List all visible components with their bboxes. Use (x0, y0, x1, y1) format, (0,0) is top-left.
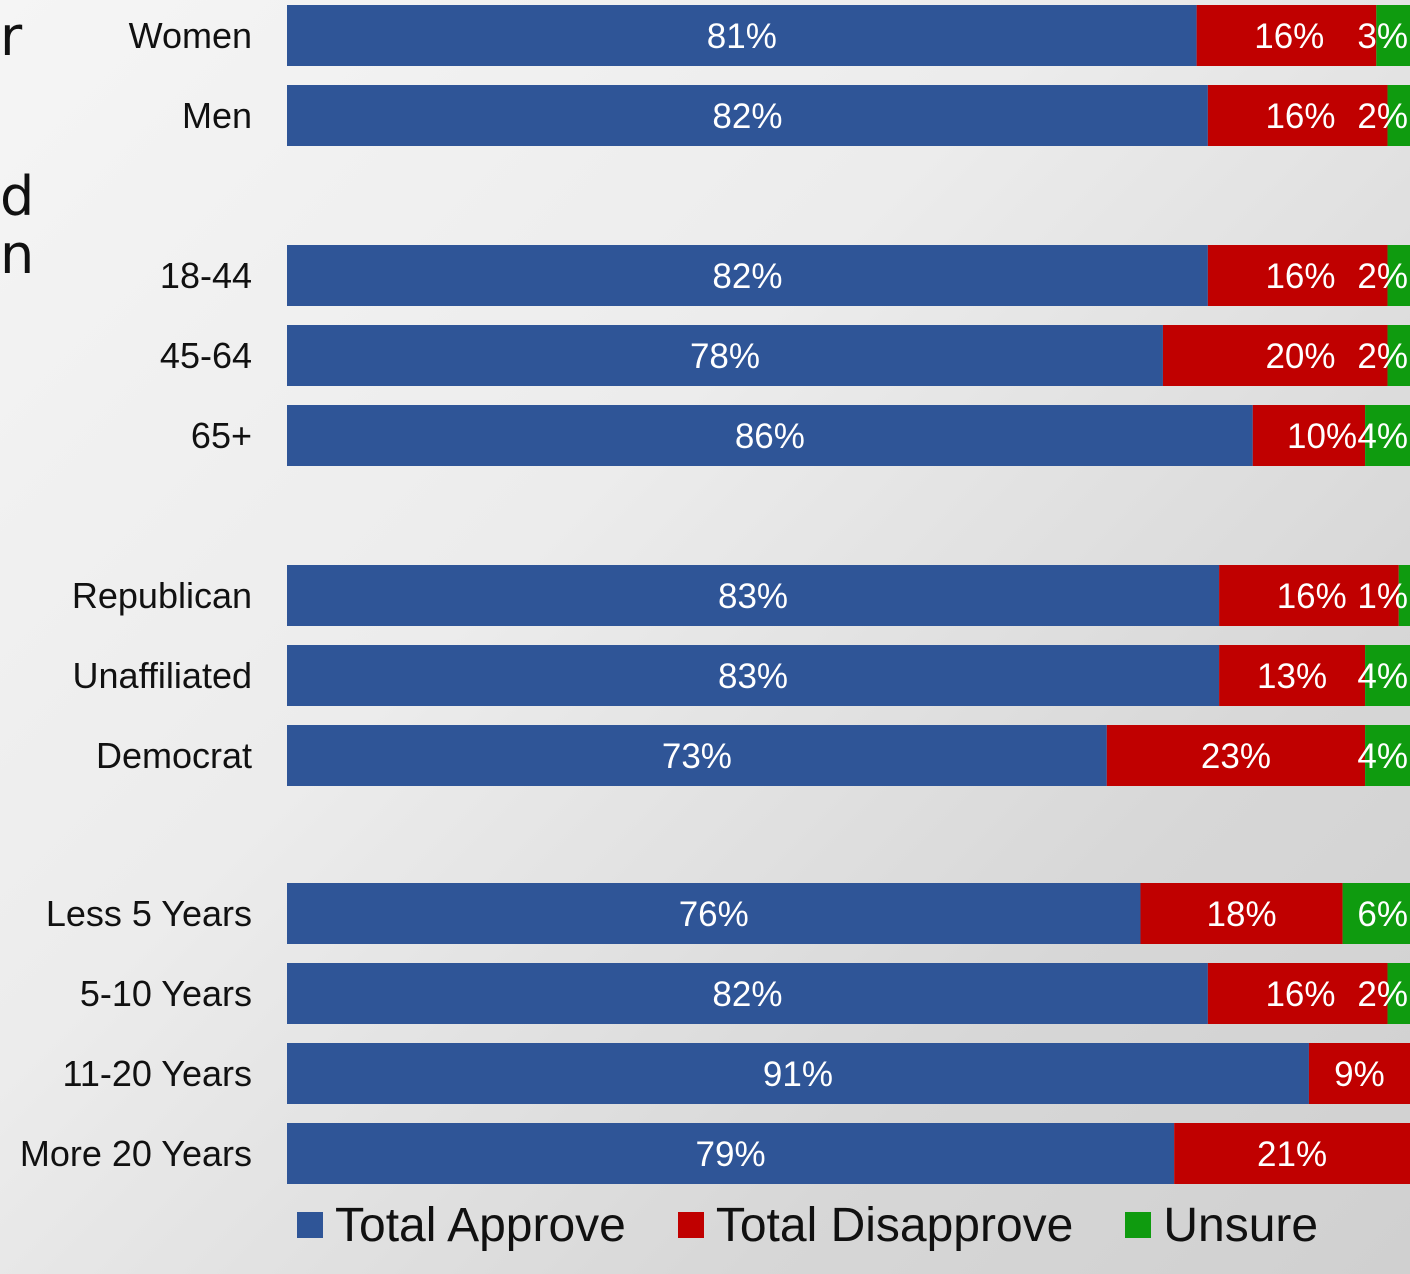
category-label: 45-64 (160, 335, 252, 376)
data-label-approve: 83% (718, 657, 788, 696)
clipped-heading: r d n (0, 0, 40, 320)
bar-segment-disapprove (1207, 245, 1388, 306)
clipped-heading-fragment: n (0, 223, 35, 286)
bar-segment-unsure (1398, 565, 1410, 626)
clipped-heading-fragment: d (0, 165, 35, 228)
bar-segment-approve (287, 245, 1208, 306)
category-label: Unaffiliated (73, 655, 252, 696)
legend-item-approve: Total Approve (297, 1198, 626, 1253)
bar-segment-disapprove (1219, 645, 1366, 706)
bar-segment-approve (287, 405, 1253, 466)
bar-segment-disapprove (1219, 565, 1399, 626)
data-label-disapprove: 16% (1265, 975, 1335, 1014)
data-label-approve: 86% (735, 417, 805, 456)
bar-segment-approve (287, 325, 1163, 386)
data-label-disapprove: 23% (1201, 737, 1271, 776)
data-label-approve: 78% (690, 337, 760, 376)
category-label: 5-10 Years (80, 973, 252, 1014)
data-label-disapprove: 9% (1334, 1055, 1385, 1094)
legend-item-disapprove: Total Disapprove (677, 1198, 1074, 1253)
bar-segment-disapprove (1308, 1043, 1410, 1104)
data-label-approve: 79% (696, 1135, 766, 1174)
data-label-disapprove: 10% (1287, 417, 1357, 456)
data-label-unsure: 2% (1357, 97, 1408, 136)
data-label-unsure: 4% (1357, 737, 1408, 776)
data-label-disapprove: 16% (1254, 17, 1324, 56)
bar-segment-disapprove (1140, 883, 1343, 944)
bar-segment-unsure (1365, 645, 1410, 706)
data-label-disapprove: 21% (1257, 1135, 1327, 1174)
bar-segment-approve (287, 963, 1208, 1024)
data-label-unsure: 2% (1357, 337, 1408, 376)
data-label-disapprove: 20% (1265, 337, 1335, 376)
data-label-approve: 81% (707, 17, 777, 56)
legend-item-unsure: Unsure (1125, 1198, 1318, 1253)
data-label-disapprove: 16% (1265, 257, 1335, 296)
data-label-disapprove: 13% (1257, 657, 1327, 696)
bar-segment-unsure (1365, 405, 1410, 466)
category-label: Men (182, 95, 252, 136)
category-label: Democrat (96, 735, 252, 776)
data-label-disapprove: 18% (1207, 895, 1277, 934)
data-label-unsure: 1% (1357, 577, 1408, 616)
stacked-bar-chart: Women 81% 16% 3% Men 82% 16% 2% 18-44 82% 16% 2% 45-… (20, 5, 1410, 1184)
category-label: Less 5 Years (46, 893, 252, 934)
legend-label-approve: Total Approve (335, 1198, 626, 1252)
bar-segment-approve (287, 645, 1220, 706)
chart-legend: Total Approve Total Disapprove Unsure (297, 1195, 1370, 1255)
bar-segment-unsure (1376, 5, 1410, 66)
bar-segment-disapprove (1174, 1123, 1410, 1184)
data-label-approve: 82% (712, 257, 782, 296)
legend-swatch-approve (297, 1212, 323, 1238)
category-label: Women (129, 15, 252, 56)
category-label: 11-20 Years (63, 1053, 253, 1094)
bar-segment-disapprove (1207, 963, 1388, 1024)
bar-segment-disapprove (1207, 85, 1388, 146)
legend-label-unsure: Unsure (1163, 1198, 1319, 1252)
data-label-unsure: 4% (1357, 657, 1408, 696)
bar-segment-unsure (1365, 725, 1410, 786)
legend-label-disapprove: Total Disapprove (715, 1198, 1074, 1252)
data-label-disapprove: 16% (1277, 577, 1347, 616)
data-label-approve: 91% (763, 1055, 833, 1094)
legend-swatch-unsure (1125, 1212, 1152, 1238)
data-label-approve: 73% (662, 737, 732, 776)
data-label-unsure: 6% (1357, 895, 1408, 934)
bar-segment-approve (287, 883, 1141, 944)
bar-segment-disapprove (1106, 725, 1366, 786)
data-label-approve: 82% (712, 97, 782, 136)
category-label: 18-44 (160, 255, 252, 296)
bar-segment-unsure (1387, 245, 1410, 306)
bar-segment-approve (287, 1043, 1309, 1104)
data-label-approve: 76% (679, 895, 749, 934)
data-label-approve: 83% (718, 577, 788, 616)
bar-segment-disapprove (1196, 5, 1377, 66)
bar-segment-approve (287, 1123, 1175, 1184)
bar-segment-approve (287, 725, 1107, 786)
bar-segment-disapprove (1162, 325, 1388, 386)
data-label-unsure: 2% (1357, 975, 1408, 1014)
clipped-heading-fragment: r (0, 5, 23, 68)
data-label-unsure: 3% (1357, 17, 1408, 56)
legend-swatch-disapprove (677, 1212, 704, 1238)
category-label: 65+ (191, 415, 252, 456)
data-label-approve: 82% (712, 975, 782, 1014)
bar-segment-approve (287, 85, 1208, 146)
bar-segment-unsure (1387, 85, 1410, 146)
data-label-unsure: 4% (1357, 417, 1408, 456)
bar-segment-unsure (1387, 325, 1410, 386)
bar-segment-unsure (1387, 963, 1410, 1024)
bar-segment-unsure (1342, 883, 1410, 944)
bar-segment-approve (287, 565, 1220, 626)
category-label: More 20 Years (20, 1133, 252, 1174)
bar-segment-approve (287, 5, 1197, 66)
category-label: Republican (72, 575, 252, 616)
data-label-disapprove: 16% (1265, 97, 1335, 136)
data-label-unsure: 2% (1357, 257, 1408, 296)
bar-segment-disapprove (1252, 405, 1366, 466)
